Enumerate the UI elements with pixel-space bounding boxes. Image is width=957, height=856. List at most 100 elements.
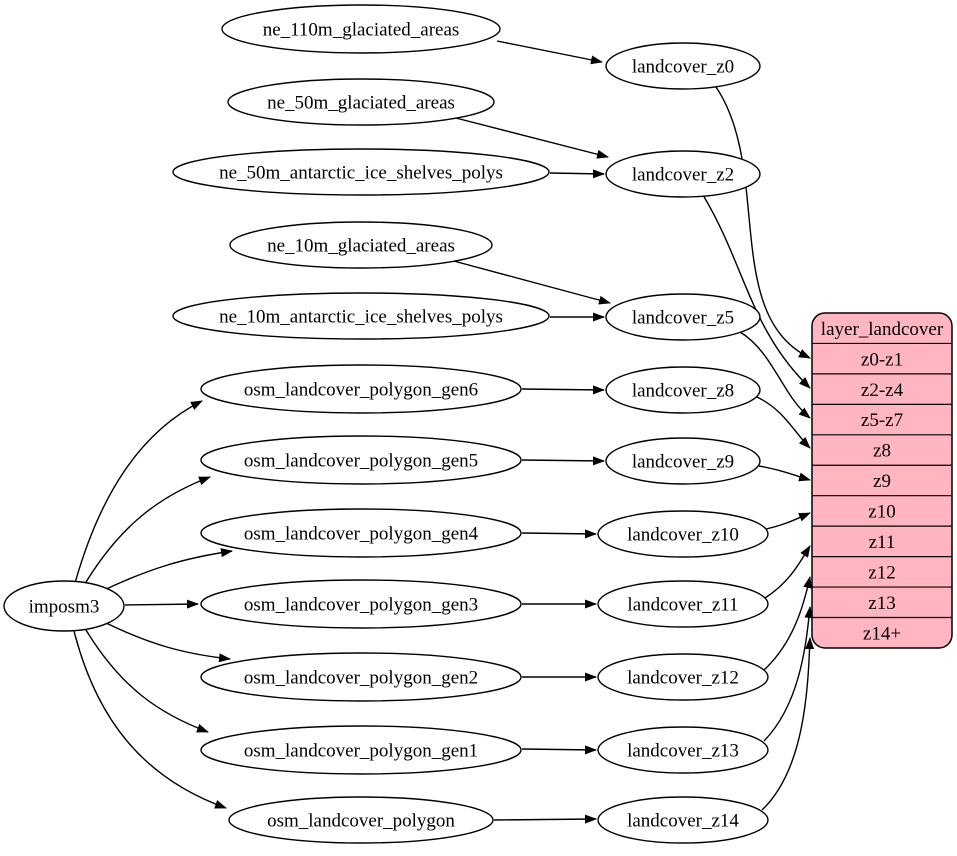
node-landcover_z9-label: landcover_z9: [632, 452, 734, 473]
node-landcover_z8-label: landcover_z8: [632, 381, 734, 402]
node-osm_landcover_polygon_gen4-label: osm_landcover_polygon_gen4: [244, 524, 479, 545]
edge-osm_landcover_polygon_gen1--landcover_z13: [521, 745, 597, 755]
node-osm_landcover_polygon_gen2-label: osm_landcover_polygon_gen2: [244, 668, 478, 689]
edge-osm_landcover_polygon_gen4--landcover_z10: [521, 529, 597, 539]
node-landcover_z5: landcover_z5: [605, 293, 761, 341]
table-row-z14+: z14+: [863, 623, 901, 644]
table-row-z10: z10: [868, 502, 895, 523]
node-landcover_z11-label: landcover_z11: [627, 595, 738, 616]
node-landcover_z14: landcover_z14: [597, 796, 769, 844]
node-ne_50m_antarctic_ice_shelves_polys: ne_50m_antarctic_ice_shelves_polys: [172, 148, 550, 196]
edge-landcover_z10--layer_landcover:z10: [765, 512, 811, 530]
node-landcover_z2-shape: [605, 150, 761, 198]
node-ne_10m_antarctic_ice_shelves_polys: ne_10m_antarctic_ice_shelves_polys: [172, 292, 550, 340]
edge-ne_10m_glaciated_areas--landcover_z5: [449, 259, 611, 305]
node-landcover_z9: landcover_z9: [605, 437, 761, 485]
node-osm_landcover_polygon_gen3-label: osm_landcover_polygon_gen3: [244, 595, 478, 616]
table-outer-box: [811, 312, 953, 649]
node-landcover_z5-label: landcover_z5: [632, 308, 734, 329]
edge-landcover_z9--layer_landcover:z9: [758, 465, 811, 482]
node-ne_50m_antarctic_ice_shelves_polys-label: ne_50m_antarctic_ice_shelves_polys: [219, 163, 503, 184]
node-ne_50m_antarctic_ice_shelves_polys-shape: [172, 148, 550, 196]
edge-landcover_z12--layer_landcover:z12: [763, 576, 813, 671]
node-osm_landcover_polygon_gen1-shape: [200, 725, 522, 775]
table-title: layer_landcover: [821, 319, 944, 340]
edge-osm_landcover_polygon--landcover_z14: [493, 814, 597, 824]
node-ne_10m_antarctic_ice_shelves_polys-shape: [172, 292, 550, 340]
node-ne_110m_glaciated_areas-label: ne_110m_glaciated_areas: [263, 20, 460, 41]
node-osm_landcover_polygon_gen1: osm_landcover_polygon_gen1: [200, 725, 522, 775]
node-landcover_z0: landcover_z0: [605, 42, 761, 90]
node-osm_landcover_polygon_gen2: osm_landcover_polygon_gen2: [200, 652, 522, 702]
node-landcover_z13-shape: [597, 726, 769, 774]
node-osm_landcover_polygon_gen5-label: osm_landcover_polygon_gen5: [244, 451, 478, 472]
node-landcover_z0-label: landcover_z0: [632, 57, 734, 78]
table-row-z12: z12: [868, 562, 895, 583]
node-osm_landcover_polygon_gen4-shape: [200, 508, 522, 558]
edge-landcover_z13--layer_landcover:z13: [763, 606, 814, 742]
edge-imposm3--osm_landcover_polygon_gen3: [124, 599, 199, 609]
node-osm_landcover_polygon_gen5: osm_landcover_polygon_gen5: [200, 435, 522, 485]
node-landcover_z12-label: landcover_z12: [627, 668, 739, 689]
edge-osm_landcover_polygon_gen5--landcover_z9: [521, 456, 605, 466]
node-landcover_z14-label: landcover_z14: [627, 811, 739, 832]
node-osm_landcover_polygon: osm_landcover_polygon: [228, 796, 494, 844]
node-landcover_z0-shape: [605, 42, 761, 90]
node-imposm3-shape: [3, 580, 125, 632]
node-ne_10m_glaciated_areas: ne_10m_glaciated_areas: [229, 221, 493, 269]
node-ne_110m_glaciated_areas: ne_110m_glaciated_areas: [221, 4, 501, 54]
table-row-z13: z13: [868, 593, 895, 614]
node-ne_10m_glaciated_areas-label: ne_10m_glaciated_areas: [267, 236, 455, 257]
node-osm_landcover_polygon_gen6-label: osm_landcover_polygon_gen6: [244, 380, 478, 401]
node-landcover_z14-shape: [597, 796, 769, 844]
node-osm_landcover_polygon_gen3: osm_landcover_polygon_gen3: [200, 579, 522, 629]
node-osm_landcover_polygon_gen1-label: osm_landcover_polygon_gen1: [244, 741, 478, 762]
node-landcover_z10-label: landcover_z10: [627, 525, 739, 546]
node-ne_10m_glaciated_areas-shape: [229, 221, 493, 269]
edge-imposm3--osm_landcover_polygon_gen6: [74, 400, 203, 584]
edge-landcover_z11--layer_landcover:z11: [764, 545, 811, 599]
node-ne_50m_glaciated_areas-label: ne_50m_glaciated_areas: [267, 93, 455, 114]
edge-landcover_z2--layer_landcover:z2-z4: [702, 194, 811, 389]
node-osm_landcover_polygon-shape: [228, 796, 494, 844]
node-landcover_z10: landcover_z10: [597, 510, 769, 558]
node-landcover_z8: landcover_z8: [605, 366, 761, 414]
node-ne_110m_glaciated_areas-shape: [221, 4, 501, 54]
node-landcover_z2: landcover_z2: [605, 150, 761, 198]
table-row-z8: z8: [873, 441, 891, 462]
node-landcover_z12-shape: [597, 653, 769, 701]
table-row-z5-z7: z5-z7: [861, 410, 903, 431]
node-landcover_z13-label: landcover_z13: [627, 741, 739, 762]
node-landcover_z12: landcover_z12: [597, 653, 769, 701]
edge-imposm3--osm_landcover_polygon_gen1: [82, 624, 209, 733]
node-landcover_z9-shape: [605, 437, 761, 485]
edge-landcover_z5--layer_landcover:z5-z7: [739, 331, 811, 419]
node-ne_10m_antarctic_ice_shelves_polys-label: ne_10m_antarctic_ice_shelves_polys: [219, 307, 503, 328]
node-osm_landcover_polygon_gen6-shape: [200, 364, 522, 414]
node-landcover_z8-shape: [605, 366, 761, 414]
node-landcover_z10-shape: [597, 510, 769, 558]
edge-imposm3--osm_landcover_polygon: [73, 630, 227, 809]
node-osm_landcover_polygon-label: osm_landcover_polygon: [267, 811, 455, 832]
edge-imposm3--osm_landcover_polygon_gen4: [99, 548, 233, 593]
table-row-z2-z4: z2-z4: [861, 380, 904, 401]
node-ne_50m_glaciated_areas: ne_50m_glaciated_areas: [227, 78, 495, 126]
node-landcover_z5-shape: [605, 293, 761, 341]
table-row-z9: z9: [873, 471, 891, 492]
edge-imposm3--osm_landcover_polygon_gen5: [82, 476, 211, 588]
table-layer_landcover: layer_landcover z0-z1 z2-z4 z5-z7 z8 z9 z10 z11…: [811, 312, 953, 649]
node-osm_landcover_polygon_gen2-shape: [200, 652, 522, 702]
node-landcover_z2-label: landcover_z2: [632, 165, 734, 186]
node-osm_landcover_polygon_gen6: osm_landcover_polygon_gen6: [200, 364, 522, 414]
edge-osm_landcover_polygon_gen6--landcover_z8: [521, 385, 605, 395]
edge-ne_110m_glaciated_areas--landcover_z0: [496, 40, 603, 65]
nodes-layer: imposm3 ne_110m_glaciated_areas ne_50m_gla…: [3, 4, 769, 844]
table-row-z11: z11: [869, 532, 896, 553]
edges-layer: [73, 40, 815, 824]
edge-landcover_z14--layer_landcover:z14+: [761, 637, 815, 811]
edge-ne_50m_glaciated_areas--landcover_z2: [451, 116, 609, 159]
node-ne_50m_glaciated_areas-shape: [227, 78, 495, 126]
edge-landcover_z0--layer_landcover:z0-z1: [715, 86, 811, 359]
